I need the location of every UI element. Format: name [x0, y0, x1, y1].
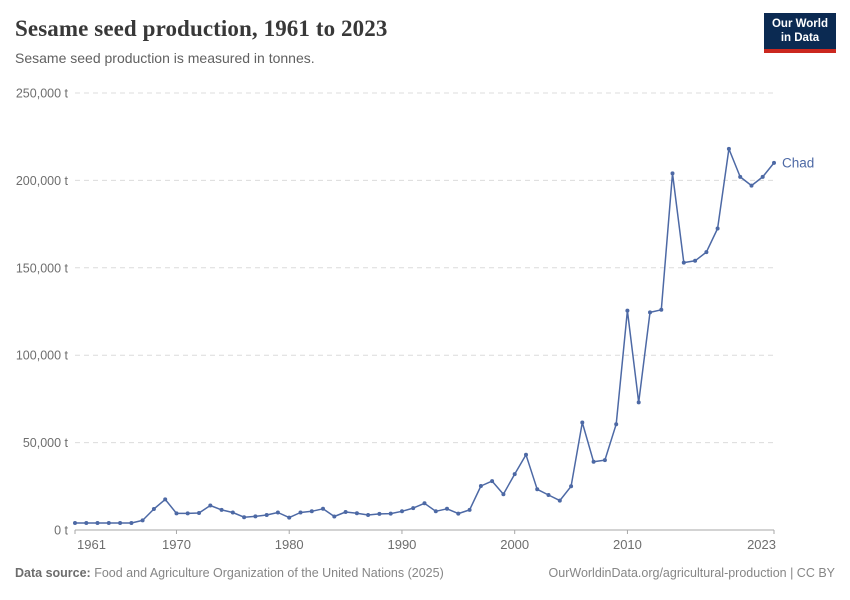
y-axis-label: 150,000 t [16, 261, 69, 275]
data-point[interactable] [681, 260, 686, 265]
data-point[interactable] [535, 487, 540, 492]
data-point[interactable] [648, 310, 652, 315]
x-axis-label: 1961 [77, 537, 106, 552]
data-point[interactable] [400, 509, 404, 514]
data-source-label: Data source: [15, 566, 91, 580]
data-point[interactable] [343, 510, 348, 514]
data-point[interactable] [106, 521, 111, 525]
data-point[interactable] [73, 521, 77, 525]
data-point[interactable] [95, 521, 100, 525]
y-axis-label: 50,000 t [23, 436, 69, 450]
data-point[interactable] [433, 509, 438, 514]
owid-logo-line1: Our World [771, 18, 828, 30]
data-point[interactable] [219, 507, 224, 512]
data-point[interactable] [726, 146, 731, 151]
chad-series-points[interactable] [73, 146, 776, 525]
y-axis-label: 0 t [54, 524, 68, 538]
y-axis-label: 200,000 t [16, 174, 69, 188]
data-point[interactable] [467, 507, 472, 512]
data-point[interactable] [693, 258, 698, 263]
data-point[interactable] [309, 509, 314, 514]
attribution-link[interactable]: OurWorldinData.org/agricultural-producti… [548, 566, 835, 580]
data-point[interactable] [253, 514, 258, 519]
data-point[interactable] [298, 510, 303, 515]
data-point[interactable] [591, 459, 596, 464]
data-point[interactable] [569, 484, 574, 489]
data-point[interactable] [512, 472, 517, 477]
data-point[interactable] [388, 511, 393, 516]
data-point[interactable] [546, 493, 551, 497]
data-point[interactable] [197, 511, 201, 515]
owid-logo[interactable]: Our World in Data [764, 13, 836, 54]
data-point[interactable] [287, 515, 292, 520]
data-point[interactable] [715, 226, 720, 231]
data-point[interactable] [230, 510, 235, 515]
data-point[interactable] [422, 501, 427, 506]
data-point[interactable] [174, 511, 179, 516]
data-point[interactable] [163, 497, 168, 502]
data-point[interactable] [670, 171, 675, 176]
chad-series-line[interactable] [74, 148, 775, 524]
data-point[interactable] [377, 511, 382, 516]
data-point[interactable] [490, 479, 495, 484]
data-point[interactable] [129, 521, 134, 525]
data-point[interactable] [456, 511, 461, 516]
data-source: Data source: Food and Agriculture Organi… [15, 566, 444, 580]
data-point[interactable] [614, 422, 619, 427]
x-axis-label: 2010 [613, 537, 642, 552]
data-point[interactable] [501, 492, 506, 497]
data-point[interactable] [478, 484, 483, 488]
data-point[interactable] [354, 511, 359, 516]
data-point[interactable] [524, 452, 528, 457]
data-point[interactable] [264, 513, 269, 517]
x-axis-label: 2000 [500, 537, 529, 552]
data-point[interactable] [772, 160, 776, 165]
data-point[interactable] [445, 506, 449, 511]
data-point[interactable] [366, 513, 371, 517]
data-point[interactable] [749, 183, 754, 188]
x-axis-label: 1980 [275, 537, 304, 552]
data-point[interactable] [118, 521, 123, 525]
data-point[interactable] [321, 506, 325, 511]
data-point[interactable] [208, 503, 213, 508]
data-point[interactable] [580, 420, 585, 425]
chart-subtitle: Sesame seed production is measured in to… [15, 50, 315, 66]
owid-logo-line2: in Data [780, 31, 820, 44]
data-point[interactable] [760, 174, 765, 179]
x-axis-label: 1970 [162, 537, 191, 552]
data-point[interactable] [242, 515, 247, 520]
data-point[interactable] [557, 498, 562, 503]
y-axis-label: 100,000 t [16, 349, 69, 363]
page-title: Sesame seed production, 1961 to 2023 [15, 16, 388, 41]
data-point[interactable] [84, 521, 89, 525]
data-point[interactable] [738, 174, 743, 179]
data-source-text: Food and Agriculture Organization of the… [94, 566, 444, 580]
data-point[interactable] [602, 458, 607, 463]
data-point[interactable] [659, 307, 664, 312]
data-point[interactable] [625, 308, 630, 313]
data-point[interactable] [411, 506, 416, 511]
data-point[interactable] [332, 514, 337, 519]
data-point[interactable] [636, 400, 641, 405]
data-point[interactable] [151, 507, 156, 511]
data-point[interactable] [275, 510, 280, 515]
chad-series-label[interactable]: Chad [782, 155, 814, 170]
data-point[interactable] [140, 518, 145, 523]
chart-footer: Data source: Food and Agriculture Organi… [15, 566, 835, 580]
y-axis-label: 250,000 t [16, 87, 69, 101]
x-axis-label: 1990 [387, 537, 416, 552]
x-axis-label: 2023 [747, 537, 776, 552]
data-point[interactable] [704, 250, 709, 255]
data-point[interactable] [185, 511, 190, 516]
